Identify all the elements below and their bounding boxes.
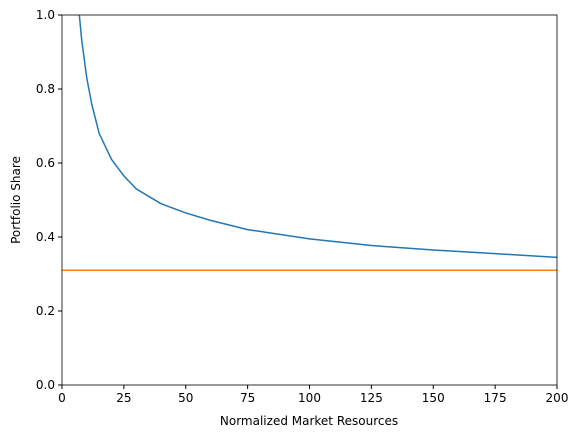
x-tick-label: 100 (298, 391, 321, 405)
x-tick-label: 200 (546, 391, 569, 405)
y-tick-label: 0.2 (36, 304, 55, 318)
x-tick-label: 0 (58, 391, 66, 405)
x-tick-label: 25 (116, 391, 131, 405)
y-tick-label: 0.0 (36, 378, 55, 392)
line-series (78, 15, 557, 259)
y-tick-label: 0.8 (36, 82, 55, 96)
y-axis-label: Portfolio Share (9, 156, 23, 244)
plot-frame (61, 14, 558, 386)
y-tick-label: 0.4 (36, 230, 55, 244)
x-tick-label: 75 (240, 391, 255, 405)
x-tick-label: 125 (360, 391, 383, 405)
x-tick-label: 50 (178, 391, 193, 405)
y-tick-label: 0.6 (36, 156, 55, 170)
y-tick-label: 1.0 (36, 8, 55, 22)
x-axis-label: Normalized Market Resources (220, 414, 398, 428)
x-tick-label: 175 (484, 391, 507, 405)
x-tick-label: 150 (422, 391, 445, 405)
